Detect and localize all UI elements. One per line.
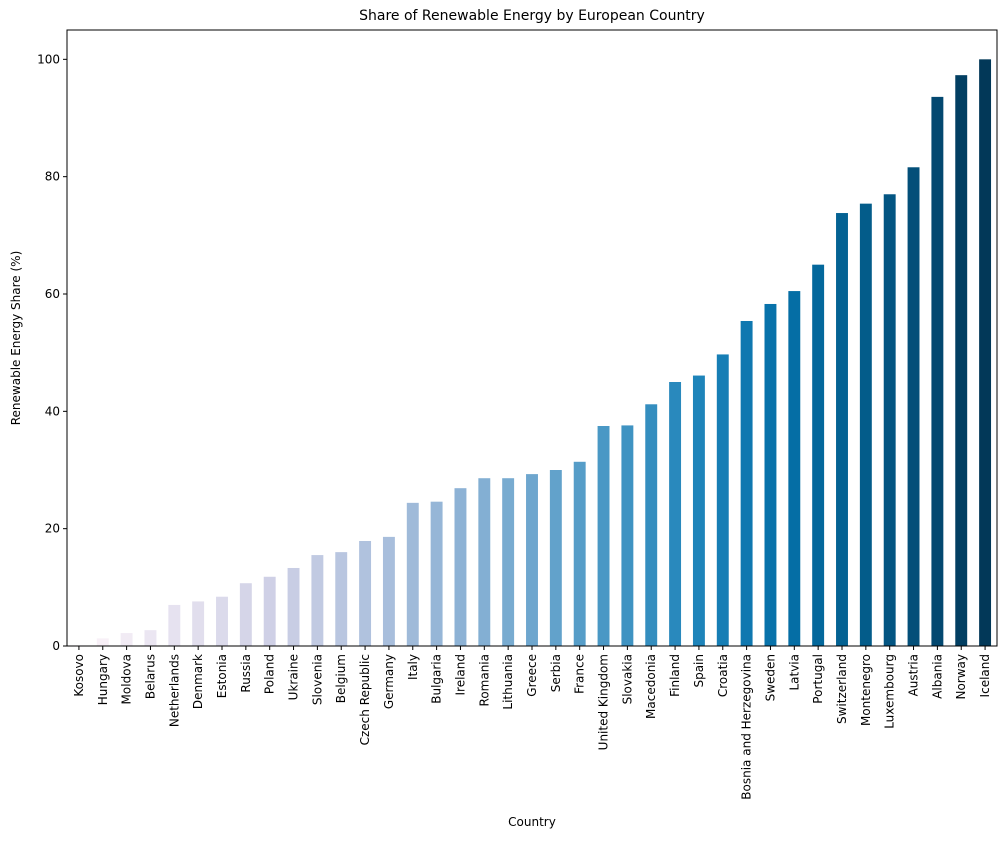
bar-germany — [382, 536, 395, 646]
plot-frame — [66, 29, 998, 647]
x-tick-label: Latvia — [787, 654, 801, 691]
bar-bosnia-and-herzegovina — [740, 320, 753, 646]
bar-croatia — [716, 354, 729, 646]
y-tick-label: 60 — [45, 287, 60, 301]
x-tick-label: Macedonia — [644, 654, 658, 719]
x-tick-label: Greece — [525, 654, 539, 697]
bar-belgium — [335, 552, 348, 646]
y-tick-label: 100 — [37, 52, 60, 66]
bar-france — [573, 461, 586, 646]
bar-austria — [907, 167, 920, 646]
x-tick-label: Slovenia — [310, 654, 324, 705]
chart-title: Share of Renewable Energy by European Co… — [359, 8, 705, 24]
bar-sweden — [764, 303, 777, 646]
x-tick-label: Lithuania — [501, 654, 515, 710]
bar-iceland — [979, 59, 992, 646]
x-tick-label: Hungary — [96, 654, 110, 705]
bar-slovakia — [621, 425, 634, 646]
x-tick-label: Serbia — [549, 654, 563, 692]
x-axis: Kosovo Hungary Moldova Belarus Netherlands De… — [72, 646, 992, 800]
bar-poland — [263, 576, 276, 646]
x-tick-label: Ukraine — [287, 654, 301, 700]
bar-spain — [692, 375, 705, 646]
x-tick-label: Finland — [668, 654, 682, 697]
bar-serbia — [549, 470, 562, 646]
y-tick-label: 80 — [45, 170, 60, 184]
y-axis-label: Renewable Energy Share (%) — [9, 251, 23, 426]
bar-lithuania — [502, 478, 515, 646]
bar-netherlands — [168, 604, 181, 646]
x-tick-label: Denmark — [191, 654, 205, 709]
x-tick-label: Bulgaria — [430, 654, 444, 704]
bar-albania — [931, 96, 944, 646]
bar-ukraine — [287, 567, 300, 646]
x-tick-label: Luxembourg — [883, 654, 897, 729]
x-tick-label: Switzerland — [835, 654, 849, 724]
bar-montenegro — [859, 203, 872, 646]
bar-switzerland — [836, 213, 848, 647]
bar-estonia — [216, 596, 228, 646]
x-tick-label: Poland — [263, 654, 277, 694]
x-tick-label: Slovakia — [620, 654, 634, 704]
bar-luxembourg — [883, 194, 896, 646]
bar-latvia — [788, 291, 801, 646]
x-tick-label: Croatia — [716, 654, 730, 697]
bar-united-kingdom — [597, 426, 610, 646]
bar-norway — [955, 75, 968, 647]
x-tick-label: Albania — [930, 654, 944, 699]
x-tick-label: Sweden — [763, 654, 777, 701]
x-tick-label: Belarus — [143, 654, 157, 699]
x-tick-label: Moldova — [120, 654, 134, 704]
bar-belarus — [144, 630, 157, 646]
y-axis: 0 20 40 60 80 100 — [37, 52, 67, 653]
y-tick-label: 0 — [52, 639, 60, 653]
bar-finland — [669, 382, 682, 646]
x-tick-label: France — [573, 654, 587, 694]
x-tick-label: Bosnia and Herzegovina — [740, 654, 754, 800]
y-tick-label: 20 — [45, 522, 60, 536]
bar-czech-republic — [359, 540, 372, 646]
x-tick-label: Belgium — [334, 654, 348, 703]
x-tick-label: Iceland — [978, 654, 992, 697]
x-tick-label: Estonia — [215, 654, 229, 698]
bars-group — [72, 59, 992, 647]
bar-hungary — [96, 638, 109, 646]
x-tick-label: United Kingdom — [597, 654, 611, 750]
bar-ireland — [454, 488, 467, 646]
bar-romania — [478, 478, 491, 646]
x-tick-label: Ireland — [453, 654, 467, 696]
bar-italy — [406, 502, 419, 646]
x-tick-label: Netherlands — [167, 654, 181, 727]
bar-slovenia — [311, 555, 324, 646]
bar-portugal — [812, 264, 825, 646]
x-tick-label: Portugal — [811, 654, 825, 704]
x-axis-label: Country — [508, 815, 556, 829]
x-tick-label: Montenegro — [859, 654, 873, 726]
bar-moldova — [120, 633, 133, 646]
bar-greece — [526, 474, 538, 646]
x-tick-label: Romania — [477, 654, 491, 706]
bar-denmark — [192, 601, 205, 646]
y-tick-label: 40 — [45, 404, 60, 418]
x-tick-label: Italy — [406, 654, 420, 680]
bar-russia — [239, 583, 252, 646]
x-tick-label: Germany — [382, 654, 396, 709]
x-tick-label: Spain — [692, 654, 706, 688]
x-tick-label: Russia — [239, 654, 253, 693]
x-tick-label: Czech Republic — [358, 654, 372, 745]
x-tick-label: Kosovo — [72, 654, 86, 697]
bar-bulgaria — [430, 501, 443, 646]
x-tick-label: Austria — [907, 654, 921, 696]
x-tick-label: Norway — [954, 654, 968, 700]
bar-macedonia — [645, 404, 658, 646]
